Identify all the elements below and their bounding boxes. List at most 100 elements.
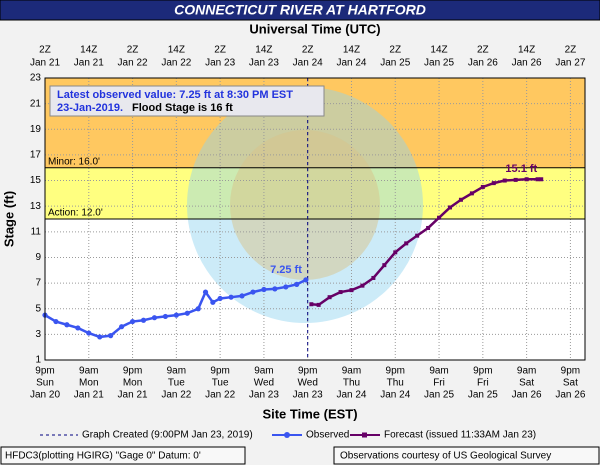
top-axis-title: Universal Time (UTC) (249, 21, 380, 36)
point (426, 225, 431, 230)
footer-left-box (0, 446, 246, 465)
title-bar (0, 0, 600, 21)
point (309, 302, 314, 307)
point (535, 177, 540, 182)
x-tick-label: Thu (343, 378, 360, 389)
x-tick-label: Tue (212, 378, 229, 389)
x-tick-label: Jan 24 (336, 390, 366, 401)
x-tick-label: Mon (123, 378, 142, 389)
point (184, 310, 190, 316)
x-tick-label: Jan 26 (512, 390, 542, 401)
y-tick-label: 21 (30, 98, 42, 109)
annotation-line: Latest observed value: 7.25 ft at 8:30 P… (57, 89, 293, 101)
point (283, 284, 289, 290)
point (349, 288, 354, 293)
x-tick-label: 9am (517, 366, 536, 377)
y-tick-label: 9 (35, 252, 41, 263)
point (140, 317, 147, 323)
end-label: 15.1 ft (505, 163, 537, 175)
top-tick-label: Jan 23 (205, 58, 235, 69)
legend-label: Observed (306, 430, 349, 441)
top-tick-label: 14Z (168, 45, 185, 56)
point (469, 191, 474, 196)
point (458, 197, 463, 202)
x-tick-label: 9am (254, 366, 273, 377)
x-tick-label: 9am (167, 366, 186, 377)
point (513, 177, 518, 182)
point (119, 324, 125, 330)
y-tick-label: 17 (30, 150, 42, 161)
y-tick-label: 7 (35, 278, 41, 289)
end-label: 7.25 ft (270, 264, 302, 276)
x-tick-label: Jan 22 (205, 390, 235, 401)
x-tick-label: 9am (342, 366, 361, 377)
point (448, 205, 452, 210)
top-tick-label: Jan 25 (424, 58, 454, 69)
legend-label: Forecast (issued 11:33AM Jan 23) (384, 430, 536, 441)
x-tick-label: Jan 24 (380, 390, 410, 401)
y-tick-label: 15 (30, 175, 42, 186)
annotation: Latest observed value: 7.25 ft at 8:30 P… (49, 85, 325, 117)
point (250, 289, 256, 295)
x-tick-label: 9am (79, 366, 98, 377)
point (491, 181, 496, 186)
top-tick-label: Jan 27 (555, 58, 585, 69)
point (108, 333, 114, 339)
legend-marker (362, 432, 367, 438)
point (382, 263, 387, 268)
point (151, 315, 158, 321)
annotation-box (49, 85, 325, 117)
x-tick-label: Thu (387, 378, 404, 389)
point (53, 318, 59, 325)
threshold-label: Minor: 16.0' (48, 156, 100, 167)
point (415, 233, 420, 238)
x-tick-label: 9pm (35, 366, 54, 377)
top-tick-label: Jan 22 (118, 58, 148, 69)
top-tick-label: Jan 24 (336, 58, 366, 69)
y-axis-title: Stage (ft) (1, 191, 16, 247)
top-tick-label: Jan 26 (468, 58, 498, 69)
point (272, 286, 278, 292)
x-tick-label: Jan 22 (161, 390, 191, 401)
x-tick-label: 9pm (473, 366, 492, 377)
top-tick-label: 14Z (430, 45, 447, 56)
point (75, 325, 81, 331)
legend-label: Graph Created (9:00PM Jan 23, 2019) (82, 430, 253, 441)
point (173, 312, 179, 318)
point (129, 318, 136, 325)
legend-marker (284, 432, 290, 438)
footer-right: Observations courtesy of US Geological S… (340, 451, 551, 462)
x-tick-label: Wed (254, 378, 274, 389)
point (338, 290, 343, 295)
x-tick-label: Jan 20 (30, 390, 60, 401)
x-tick-label: Jan 25 (468, 390, 498, 401)
x-tick-label: 9am (429, 366, 448, 377)
y-tick-label: 11 (31, 226, 42, 237)
x-tick-label: 9pm (123, 366, 142, 377)
y-tick-label: 3 (35, 329, 41, 340)
top-tick-label: 2Z (214, 45, 226, 56)
x-tick-label: Wed (298, 378, 318, 389)
top-tick-label: Jan 24 (293, 58, 323, 69)
x-axis-title: Site Time (EST) (262, 406, 357, 421)
point (97, 334, 103, 340)
point (239, 293, 245, 299)
x-tick-label: Tue (168, 378, 185, 389)
x-tick-label: Fri (477, 378, 489, 389)
point (524, 177, 529, 182)
point (195, 306, 201, 312)
point (261, 286, 267, 293)
top-tick-label: Jan 26 (512, 58, 542, 69)
point (202, 289, 209, 295)
point (437, 215, 442, 220)
x-tick-label: Jan 23 (293, 390, 323, 401)
x-tick-label: Jan 21 (118, 390, 148, 401)
top-tick-label: 2Z (565, 45, 577, 56)
top-tick-label: 2Z (39, 45, 51, 56)
point (502, 178, 507, 183)
y-tick-label: 13 (30, 201, 42, 212)
top-tick-label: Jan 25 (380, 58, 410, 69)
top-tick-label: 14Z (80, 45, 97, 56)
point (303, 277, 309, 283)
